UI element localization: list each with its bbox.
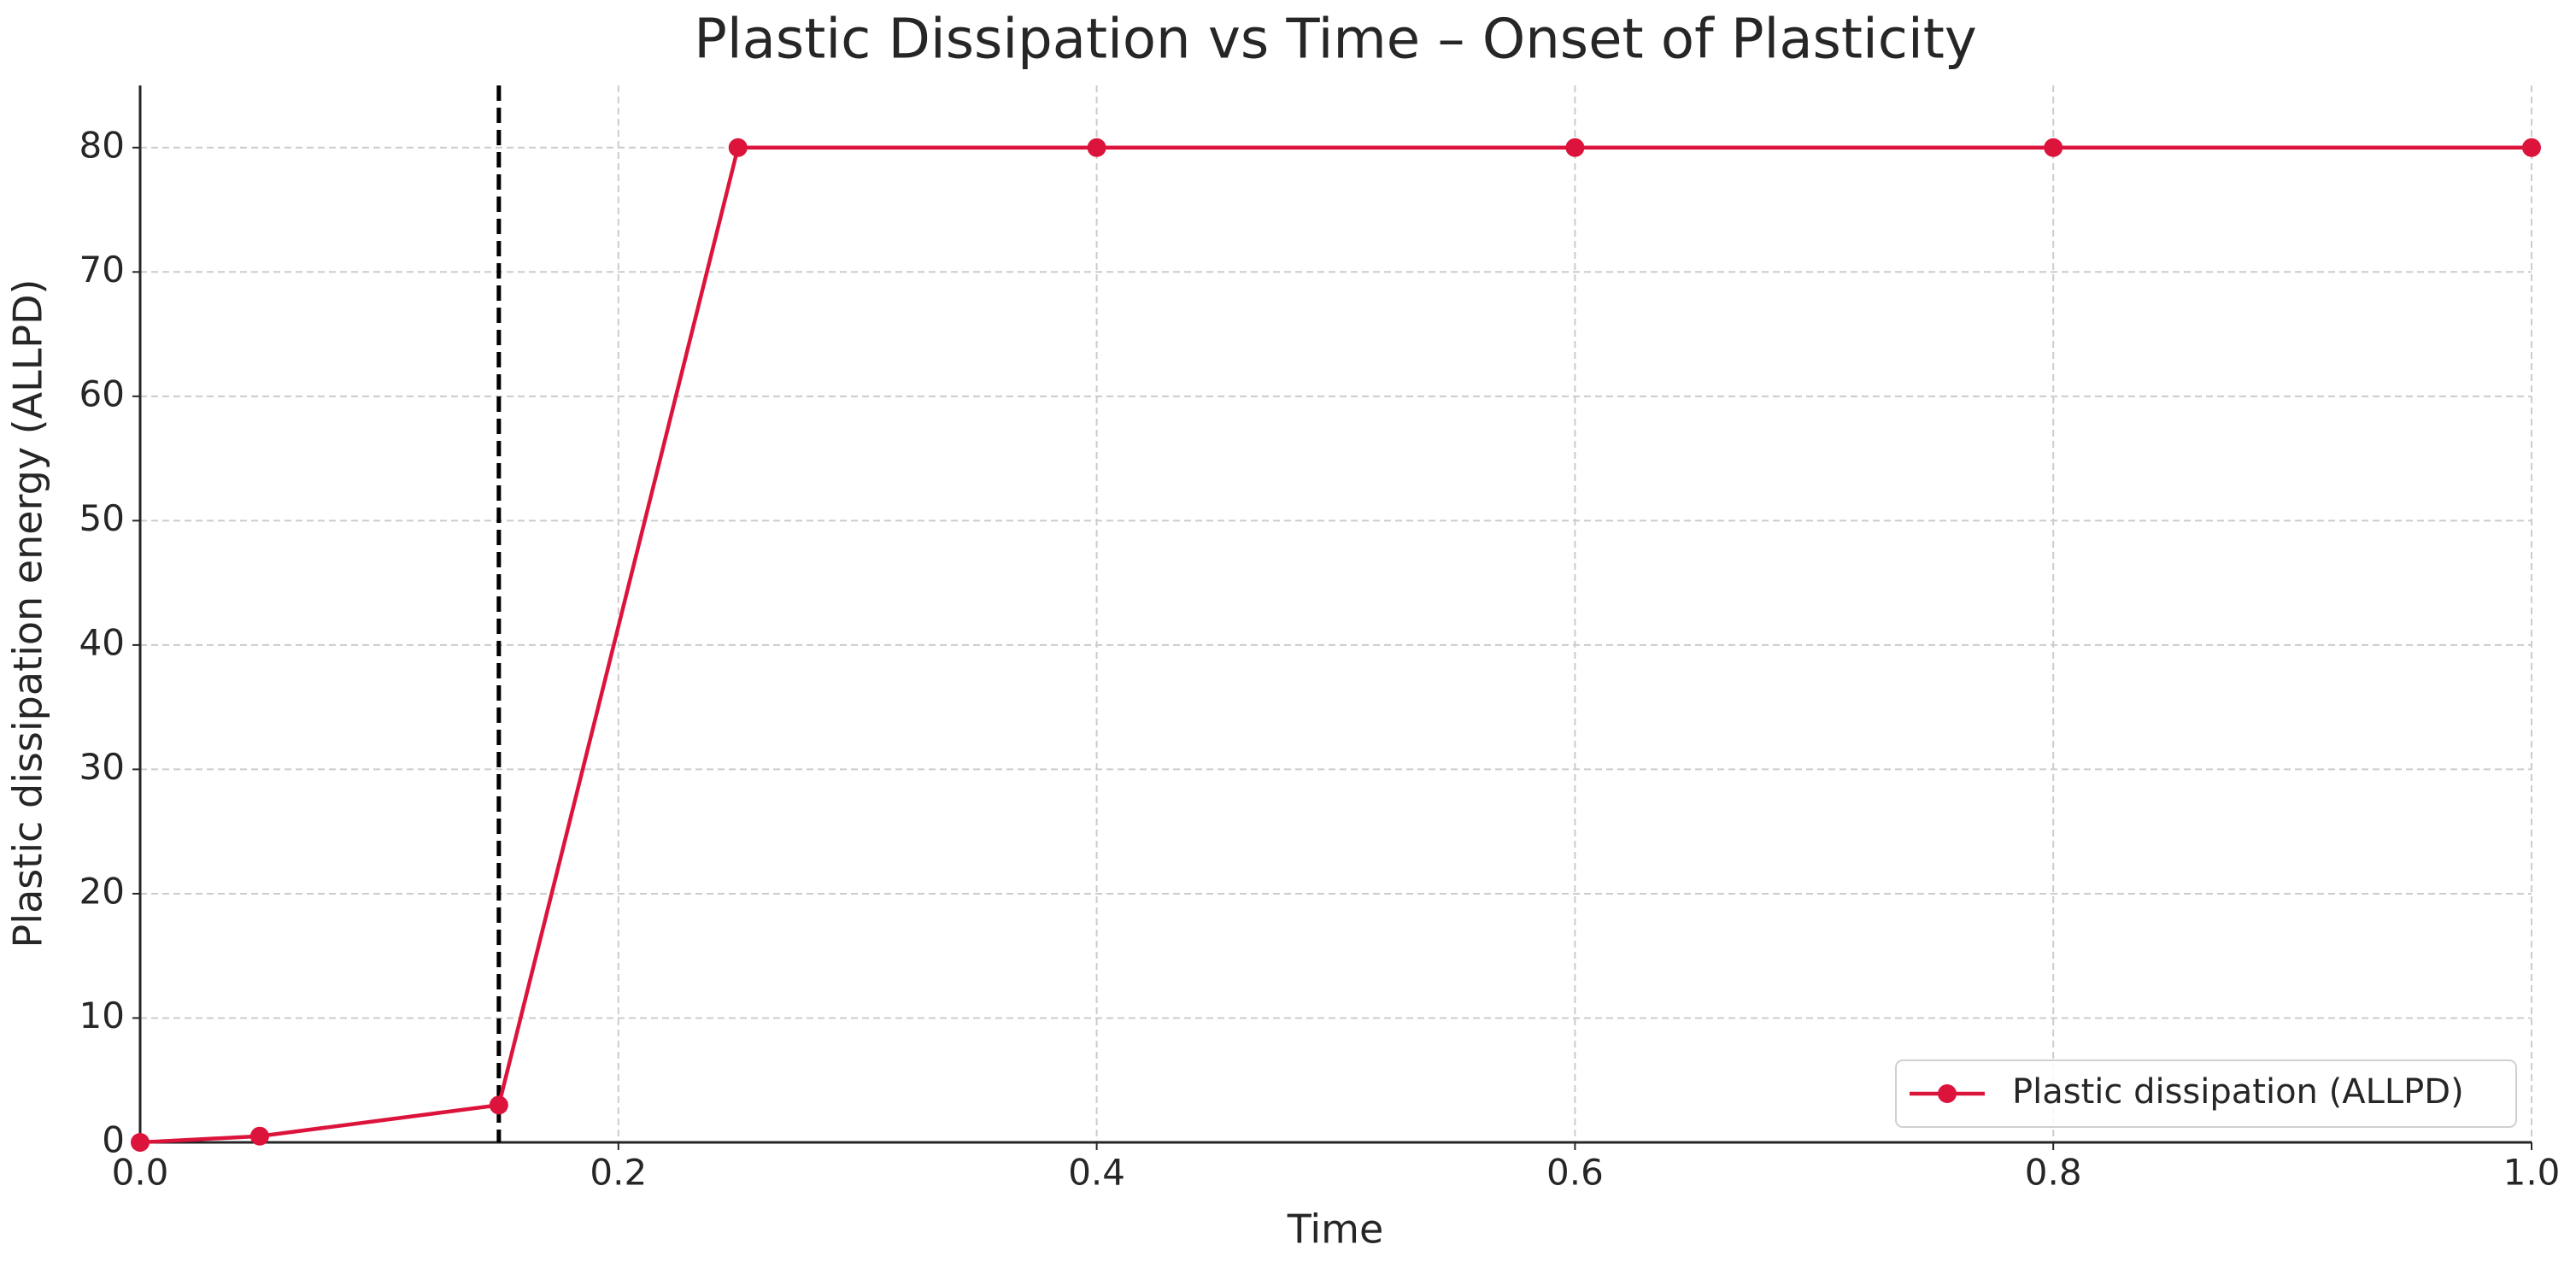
y-tick-label: 60 bbox=[79, 373, 125, 414]
x-axis-label: Time bbox=[1287, 1206, 1384, 1253]
y-tick-label: 70 bbox=[79, 249, 125, 291]
x-tick-label: 0.4 bbox=[1068, 1152, 1125, 1194]
data-point bbox=[2044, 138, 2063, 157]
legend-marker bbox=[1938, 1084, 1957, 1103]
data-point bbox=[2522, 138, 2541, 157]
y-axis-label: Plastic dissipation energy (ALLPD) bbox=[5, 279, 51, 948]
data-point bbox=[489, 1095, 508, 1115]
y-tick-label: 0 bbox=[102, 1119, 125, 1161]
data-point bbox=[249, 1126, 269, 1146]
data-point bbox=[728, 138, 748, 157]
data-point bbox=[131, 1133, 150, 1152]
x-tick-label: 1.0 bbox=[2503, 1152, 2561, 1194]
legend-box bbox=[1895, 1059, 2517, 1128]
data-point bbox=[1565, 138, 1585, 157]
legend-label: Plastic dissipation (ALLPD) bbox=[2012, 1072, 2464, 1112]
data-point bbox=[1087, 138, 1106, 157]
y-tick-label: 80 bbox=[79, 124, 125, 166]
x-tick-label: 0.6 bbox=[1546, 1152, 1604, 1194]
y-tick-label: 40 bbox=[79, 621, 125, 663]
chart-title: Plastic Dissipation vs Time – Onset of P… bbox=[694, 9, 1976, 72]
data-line bbox=[139, 145, 2532, 1145]
y-tick-label: 50 bbox=[79, 497, 125, 539]
x-tick-label: 0.0 bbox=[112, 1152, 169, 1194]
y-tick-label: 10 bbox=[79, 995, 125, 1036]
x-tick-label: 0.2 bbox=[590, 1152, 647, 1194]
y-tick-label: 20 bbox=[79, 870, 125, 912]
x-tick-label: 0.8 bbox=[2025, 1152, 2082, 1194]
y-tick-label: 30 bbox=[79, 746, 125, 788]
